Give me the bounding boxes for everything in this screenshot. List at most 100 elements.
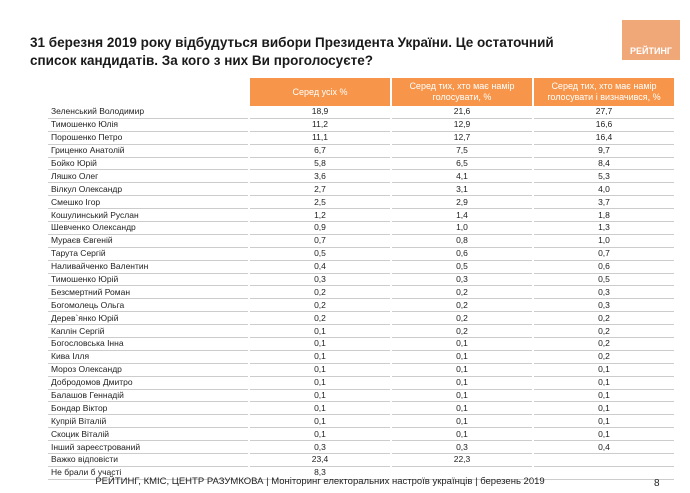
percent-cell: 0,8 (390, 234, 533, 248)
column-header: Серед тих, хто має намір голосувати, % (390, 78, 533, 106)
column-header: Серед тих, хто має намір голосувати і ви… (532, 78, 674, 106)
percent-cell: 0,2 (390, 324, 533, 339)
percent-cell: 0,6 (390, 247, 533, 261)
percent-cell: 0,1 (248, 324, 391, 339)
percent-cell: 0,2 (532, 350, 674, 364)
percent-cell: 0,2 (532, 311, 674, 326)
table-row: Зеленський Володимир 18,9 21,6 27,7 (48, 106, 674, 119)
percent-cell: 0,1 (532, 389, 674, 403)
percent-cell: 0,1 (248, 337, 391, 351)
candidate-name: Тимошенко Юлія (48, 118, 249, 132)
candidate-name: Інший зареєстрований (48, 440, 249, 455)
percent-cell: 3,1 (390, 182, 533, 197)
percent-cell: 2,7 (248, 182, 391, 197)
percent-cell (532, 453, 674, 467)
logo: РЕЙТИНГ (622, 20, 680, 60)
percent-cell: 0,3 (390, 273, 533, 287)
table-row: Мураєв Євгеній 0,7 0,8 1,0 (48, 234, 674, 248)
percent-cell: 0,1 (390, 337, 533, 351)
table-row: Кошулинський Руслан 1,2 1,4 1,8 (48, 208, 674, 223)
percent-cell (532, 466, 674, 480)
candidate-name: Кошулинський Руслан (48, 208, 249, 223)
percent-cell: 0,9 (248, 221, 391, 235)
candidate-name: Зеленський Володимир (48, 106, 249, 119)
percent-cell: 0,1 (532, 363, 674, 377)
table-row: Ляшко Олег 3,6 4,1 5,3 (48, 169, 674, 184)
percent-cell: 27,7 (532, 106, 674, 119)
percent-cell: 5,8 (248, 157, 391, 171)
table-row: Безсмертний Роман 0,2 0,2 0,3 (48, 285, 674, 300)
table-row: Богомолець Ольга 0,2 0,2 0,3 (48, 298, 674, 313)
percent-cell: 0,1 (532, 401, 674, 416)
column-header: Серед усіх % (248, 78, 391, 106)
percent-cell: 0,2 (248, 285, 391, 300)
table-row: Шевченко Олександр 0,9 1,0 1,3 (48, 221, 674, 235)
percent-cell: 0,1 (390, 427, 533, 442)
percent-cell: 0,3 (390, 440, 533, 455)
percent-cell: 5,3 (532, 169, 674, 184)
percent-cell: 0,1 (248, 414, 391, 429)
percent-cell: 16,6 (532, 118, 674, 132)
percent-cell (390, 466, 533, 480)
table-row: Скоцик Віталій 0,1 0,1 0,1 (48, 427, 674, 442)
candidate-name: Бондар Віктор (48, 401, 249, 416)
table-row: Добродомов Дмитро 0,1 0,1 0,1 (48, 376, 674, 390)
candidate-name: Кива Ілля (48, 350, 249, 364)
footer: РЕЙТИНГ, КМІС, ЦЕНТР РАЗУМКОВА | Монітор… (95, 476, 545, 487)
table-row: Каплін Сергій 0,1 0,2 0,2 (48, 324, 674, 339)
percent-cell: 8,3 (248, 466, 391, 480)
percent-cell: 0,2 (248, 298, 391, 313)
candidate-name: Порошенко Петро (48, 131, 249, 145)
candidate-name: Каплін Сергій (48, 324, 249, 339)
percent-cell: 1,8 (532, 208, 674, 223)
percent-cell: 0,1 (390, 389, 533, 403)
percent-cell: 0,1 (390, 363, 533, 377)
percent-cell: 12,7 (390, 131, 533, 145)
table-row: Інший зареєстрований 0,3 0,3 0,4 (48, 440, 674, 455)
candidate-name: Бойко Юрій (48, 157, 249, 171)
percent-cell: 0,1 (248, 389, 391, 403)
percent-cell: 0,1 (248, 427, 391, 442)
candidate-name: Наливайченко Валентин (48, 260, 249, 274)
table-row: Порошенко Петро 11,1 12,7 16,4 (48, 131, 674, 145)
table-row: Наливайченко Валентин 0,4 0,5 0,6 (48, 260, 674, 274)
table-row: Не брали б участі 8,3 (48, 466, 674, 480)
percent-cell: 0,5 (390, 260, 533, 274)
percent-cell: 6,5 (390, 157, 533, 171)
percent-cell: 1,2 (248, 208, 391, 223)
header-row: Серед усіх % Серед тих, хто має намір гол… (48, 78, 674, 106)
percent-cell: 3,7 (532, 195, 674, 210)
candidate-name: Скоцик Віталій (48, 427, 249, 442)
percent-cell: 0,5 (248, 247, 391, 261)
percent-cell: 12,9 (390, 118, 533, 132)
percent-cell: 0,1 (248, 401, 391, 416)
percent-cell: 11,1 (248, 131, 391, 145)
percent-cell: 0,3 (248, 273, 391, 287)
table-row: Богословська Інна 0,1 0,1 0,2 (48, 337, 674, 351)
percent-cell: 0,7 (532, 247, 674, 261)
percent-cell: 0,1 (532, 414, 674, 429)
percent-cell: 1,0 (390, 221, 533, 235)
percent-cell: 1,3 (532, 221, 674, 235)
candidate-name: Тарута Сергій (48, 247, 249, 261)
percent-cell: 0,1 (248, 350, 391, 364)
percent-cell: 22,3 (390, 453, 533, 467)
table-row: Кива Ілля 0,1 0,1 0,2 (48, 350, 674, 364)
percent-cell: 16,4 (532, 131, 674, 145)
percent-cell: 3,6 (248, 169, 391, 184)
candidate-name: Добродомов Дмитро (48, 376, 249, 390)
table-row: Купрій Віталій 0,1 0,1 0,1 (48, 414, 674, 429)
candidate-name: Важко відповісти (48, 453, 249, 467)
table-row: Бойко Юрій 5,8 6,5 8,4 (48, 157, 674, 171)
table-row: Дерев`янко Юрій 0,2 0,2 0,2 (48, 311, 674, 326)
candidate-name: Мороз Олександр (48, 363, 249, 377)
percent-cell: 0,1 (532, 376, 674, 390)
percent-cell: 9,7 (532, 144, 674, 158)
percent-cell: 0,4 (248, 260, 391, 274)
candidate-name: Купрій Віталій (48, 414, 249, 429)
table-row: Смешко Ігор 2,5 2,9 3,7 (48, 195, 674, 210)
table-row: Мороз Олександр 0,1 0,1 0,1 (48, 363, 674, 377)
table-row: Вілкул Олександр 2,7 3,1 4,0 (48, 182, 674, 197)
percent-cell: 0,1 (390, 376, 533, 390)
